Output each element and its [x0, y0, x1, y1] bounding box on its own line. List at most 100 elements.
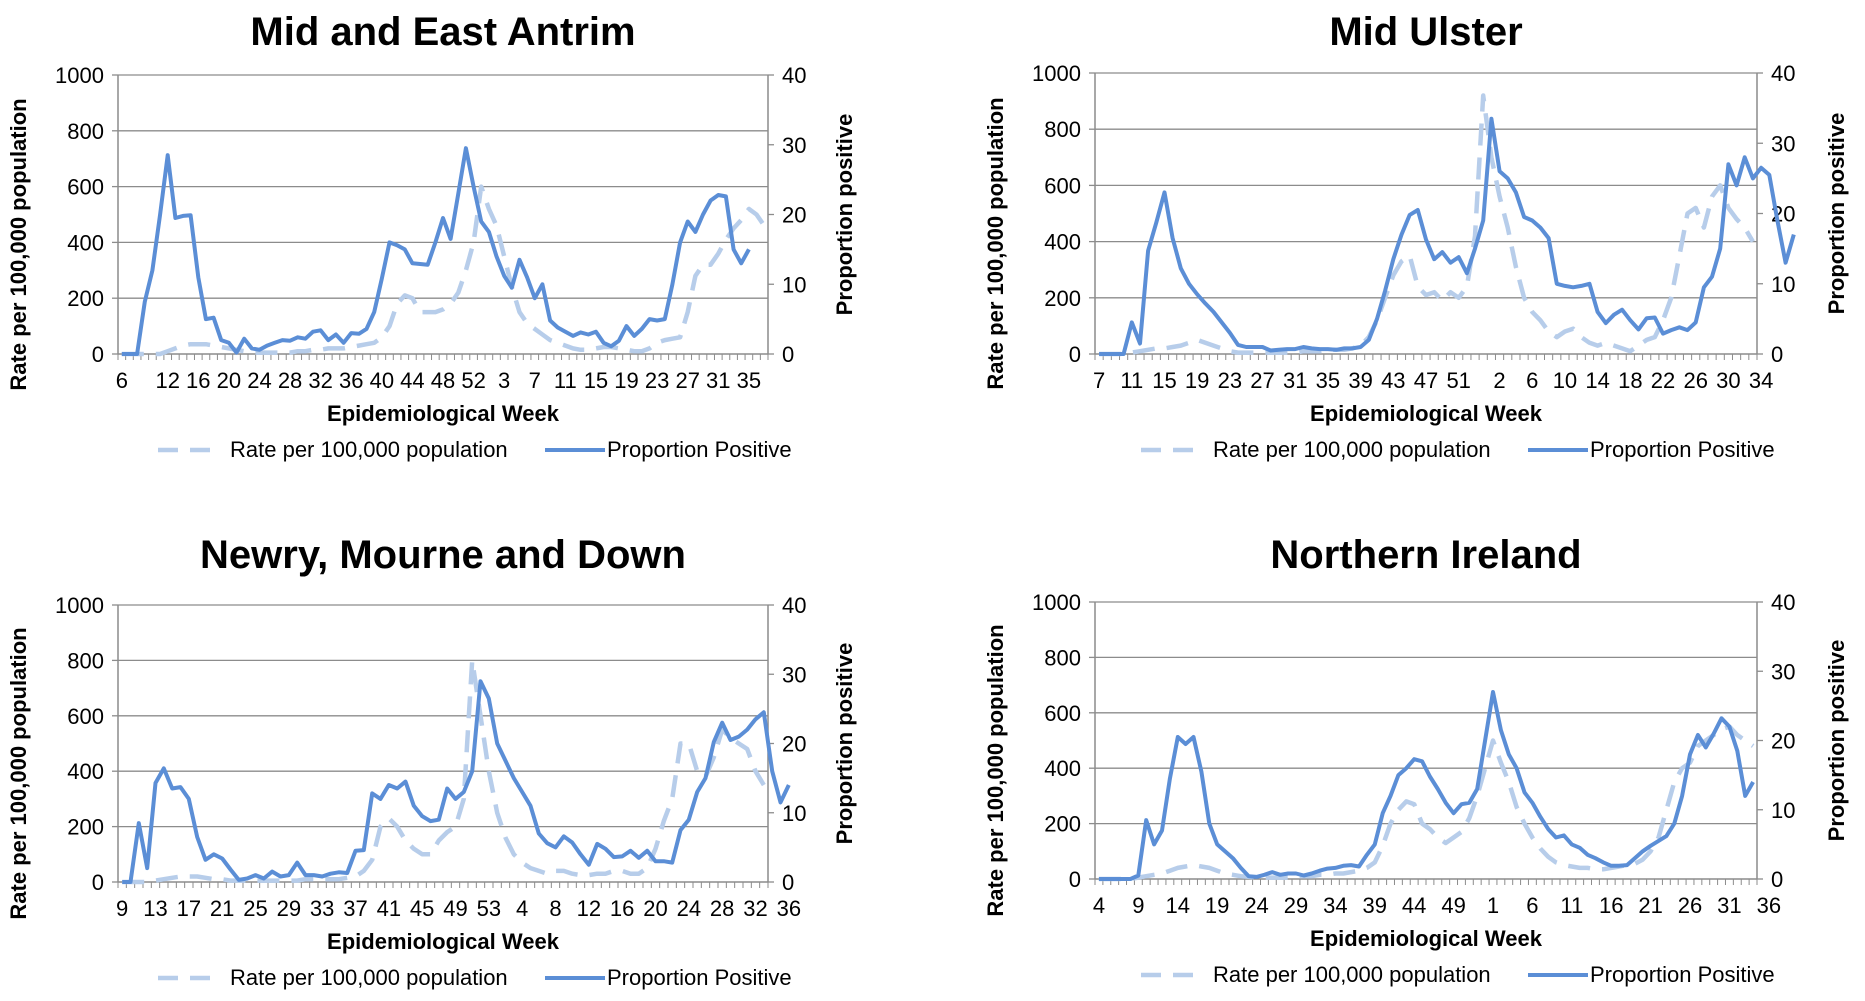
x-tick-label: 33 — [310, 896, 334, 921]
y2-tick-label: 0 — [782, 342, 794, 367]
y2-axis-label: Proportion positive — [832, 114, 857, 316]
x-tick-label: 47 — [1414, 368, 1438, 393]
x-tick-label: 8 — [549, 896, 561, 921]
y2-tick-label: 40 — [782, 593, 806, 618]
y-tick-label: 200 — [67, 286, 104, 311]
series-rate-line — [121, 184, 767, 357]
y2-tick-label: 20 — [782, 203, 806, 228]
x-tick-label: 14 — [1585, 368, 1609, 393]
y2-tick-label: 20 — [1771, 729, 1795, 754]
x-tick-label: 19 — [1185, 368, 1209, 393]
y-tick-label: 400 — [1044, 756, 1081, 781]
series-rate-line — [122, 658, 766, 885]
y-tick-label: 0 — [92, 342, 104, 367]
y2-tick-label: 40 — [782, 63, 806, 88]
legend-rate-label: Rate per 100,000 population — [1213, 962, 1491, 987]
x-tick-label: 21 — [210, 896, 234, 921]
x-tick-label: 3 — [498, 368, 510, 393]
y2-axis-label: Proportion positive — [1824, 113, 1849, 315]
y-tick-label: 1000 — [1032, 61, 1081, 86]
y-tick-label: 400 — [1044, 230, 1081, 255]
x-tick-label: 24 — [247, 368, 271, 393]
x-tick-label: 51 — [1446, 368, 1470, 393]
series-proportion-line — [121, 146, 751, 356]
x-tick-label: 52 — [461, 368, 485, 393]
x-tick-label: 31 — [706, 368, 730, 393]
x-tick-label: 37 — [343, 896, 367, 921]
x-tick-label: 39 — [1348, 368, 1372, 393]
x-tick-label: 22 — [1651, 368, 1675, 393]
y-tick-label: 200 — [67, 815, 104, 840]
y2-tick-label: 30 — [1771, 659, 1795, 684]
x-tick-label: 11 — [1560, 893, 1583, 918]
x-tick-label: 48 — [431, 368, 455, 393]
x-tick-label: 23 — [645, 368, 669, 393]
x-tick-label: 16 — [186, 368, 210, 393]
legend-proportion-label: Proportion Positive — [1590, 962, 1775, 987]
x-tick-label: 17 — [177, 896, 201, 921]
y2-tick-label: 0 — [1771, 342, 1783, 367]
x-axis-label: Epidemiological Week — [1310, 401, 1543, 426]
x-tick-label: 24 — [1244, 893, 1268, 918]
y-tick-label: 600 — [67, 175, 104, 200]
x-tick-label: 44 — [1402, 893, 1426, 918]
y-tick-label: 600 — [1044, 701, 1081, 726]
x-tick-label: 40 — [370, 368, 394, 393]
x-tick-label: 25 — [243, 896, 267, 921]
y-tick-label: 800 — [1044, 645, 1081, 670]
chart-title: Northern Ireland — [1270, 533, 1581, 577]
x-tick-label: 7 — [529, 368, 541, 393]
x-tick-label: 49 — [1441, 893, 1465, 918]
x-tick-label: 4 — [1093, 893, 1105, 918]
x-tick-label: 7 — [1093, 368, 1105, 393]
x-tick-label: 19 — [1205, 893, 1229, 918]
chart-3: Northern Ireland 0 200 400 600 800 1000 0 10 20 30… — [983, 533, 1849, 987]
y-tick-label: 800 — [1044, 117, 1081, 142]
y2-tick-label: 20 — [782, 732, 806, 757]
y-tick-label: 200 — [1044, 286, 1081, 311]
x-tick-label: 12 — [577, 896, 601, 921]
x-tick-label: 20 — [643, 896, 667, 921]
x-tick-label: 11 — [554, 368, 577, 393]
x-tick-label: 6 — [1526, 893, 1538, 918]
x-tick-label: 29 — [1284, 893, 1308, 918]
y2-tick-label: 40 — [1771, 61, 1795, 86]
x-tick-label: 21 — [1638, 893, 1662, 918]
y2-tick-label: 40 — [1771, 590, 1795, 615]
y2-axis-label: Proportion positive — [1824, 640, 1849, 842]
y-tick-label: 200 — [1044, 812, 1081, 837]
x-tick-label: 18 — [1618, 368, 1642, 393]
x-tick-label: 10 — [1553, 368, 1577, 393]
y-axis-label: Rate per 100,000 population — [6, 98, 31, 390]
x-tick-label: 20 — [217, 368, 241, 393]
x-tick-label: 6 — [1526, 368, 1538, 393]
chart-title: Mid Ulster — [1329, 10, 1522, 54]
x-tick-label: 16 — [610, 896, 634, 921]
x-tick-label: 27 — [1250, 368, 1274, 393]
x-tick-label: 30 — [1716, 368, 1740, 393]
x-tick-label: 32 — [743, 896, 767, 921]
y2-tick-label: 10 — [1771, 798, 1795, 823]
x-tick-label: 15 — [1152, 368, 1176, 393]
x-tick-label: 13 — [143, 896, 167, 921]
x-tick-label: 44 — [400, 368, 424, 393]
y2-tick-label: 30 — [1771, 131, 1795, 156]
x-tick-label: 32 — [308, 368, 332, 393]
x-tick-label: 23 — [1218, 368, 1242, 393]
x-tick-label: 28 — [710, 896, 734, 921]
y-axis-label: Rate per 100,000 population — [983, 97, 1008, 389]
y-tick-label: 0 — [92, 870, 104, 895]
y-tick-label: 800 — [67, 119, 104, 144]
x-tick-label: 36 — [777, 896, 801, 921]
x-tick-label: 15 — [584, 368, 608, 393]
x-tick-label: 45 — [410, 896, 434, 921]
x-tick-label: 31 — [1717, 893, 1741, 918]
x-tick-label: 27 — [675, 368, 699, 393]
legend-proportion-label: Proportion Positive — [607, 437, 792, 462]
y-tick-label: 400 — [67, 759, 104, 784]
x-axis-label: Epidemiological Week — [327, 401, 560, 426]
x-tick-label: 31 — [1283, 368, 1307, 393]
y-tick-label: 600 — [1044, 173, 1081, 198]
